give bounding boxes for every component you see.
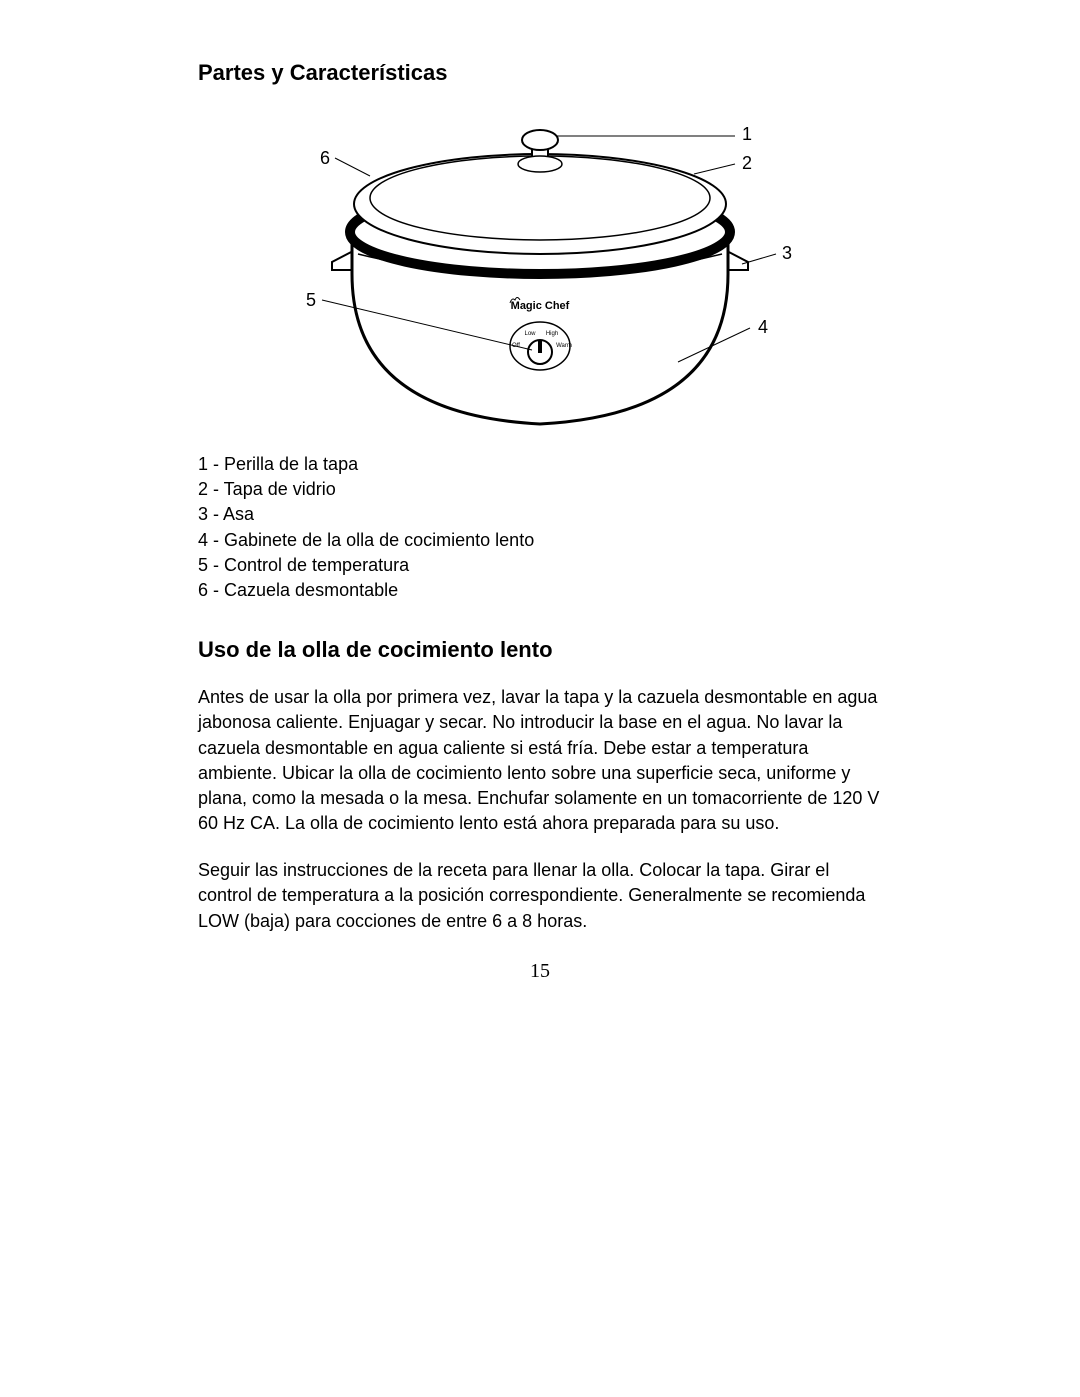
part-item-4: 4 - Gabinete de la olla de cocimiento le… <box>198 528 882 553</box>
part-item-3: 3 - Asa <box>198 502 882 527</box>
callout-4: 4 <box>758 317 768 337</box>
usage-paragraph-1: Antes de usar la olla por primera vez, l… <box>198 685 882 836</box>
page-number: 15 <box>198 960 882 983</box>
leader-6-icon <box>335 158 370 176</box>
section-title-usage: Uso de la olla de cocimiento lento <box>198 637 882 663</box>
part-item-2: 2 - Tapa de vidrio <box>198 477 882 502</box>
slow-cooker-diagram: 6 1 2 3 4 5 Magic Chef <box>280 114 800 434</box>
diagram-container: 6 1 2 3 4 5 Magic Chef <box>198 114 882 434</box>
lid-knob-icon <box>522 130 558 150</box>
part-item-1: 1 - Perilla de la tapa <box>198 452 882 477</box>
callout-3: 3 <box>782 243 792 263</box>
lid-knob-base-icon <box>518 156 562 172</box>
usage-paragraph-2: Seguir las instrucciones de la receta pa… <box>198 858 882 934</box>
callout-5: 5 <box>306 290 316 310</box>
leader-3-icon <box>742 254 776 264</box>
brand-logo: Magic Chef <box>511 300 570 312</box>
part-item-6: 6 - Cazuela desmontable <box>198 578 882 603</box>
callout-2: 2 <box>742 153 752 173</box>
part-item-5: 5 - Control de temperatura <box>198 553 882 578</box>
leader-2-icon <box>694 164 735 174</box>
section-title-parts: Partes y Características <box>198 60 882 86</box>
parts-list: 1 - Perilla de la tapa 2 - Tapa de vidri… <box>198 452 882 603</box>
dial-warm-label: Warm <box>556 343 572 349</box>
dial-high-label: High <box>546 331 558 337</box>
callout-1: 1 <box>742 124 752 144</box>
manual-page: Partes y Características 6 1 2 3 4 5 <box>0 0 1080 983</box>
callout-6: 6 <box>320 148 330 168</box>
dial-low-label: Low <box>524 331 536 337</box>
dial-pointer-icon <box>538 341 542 353</box>
